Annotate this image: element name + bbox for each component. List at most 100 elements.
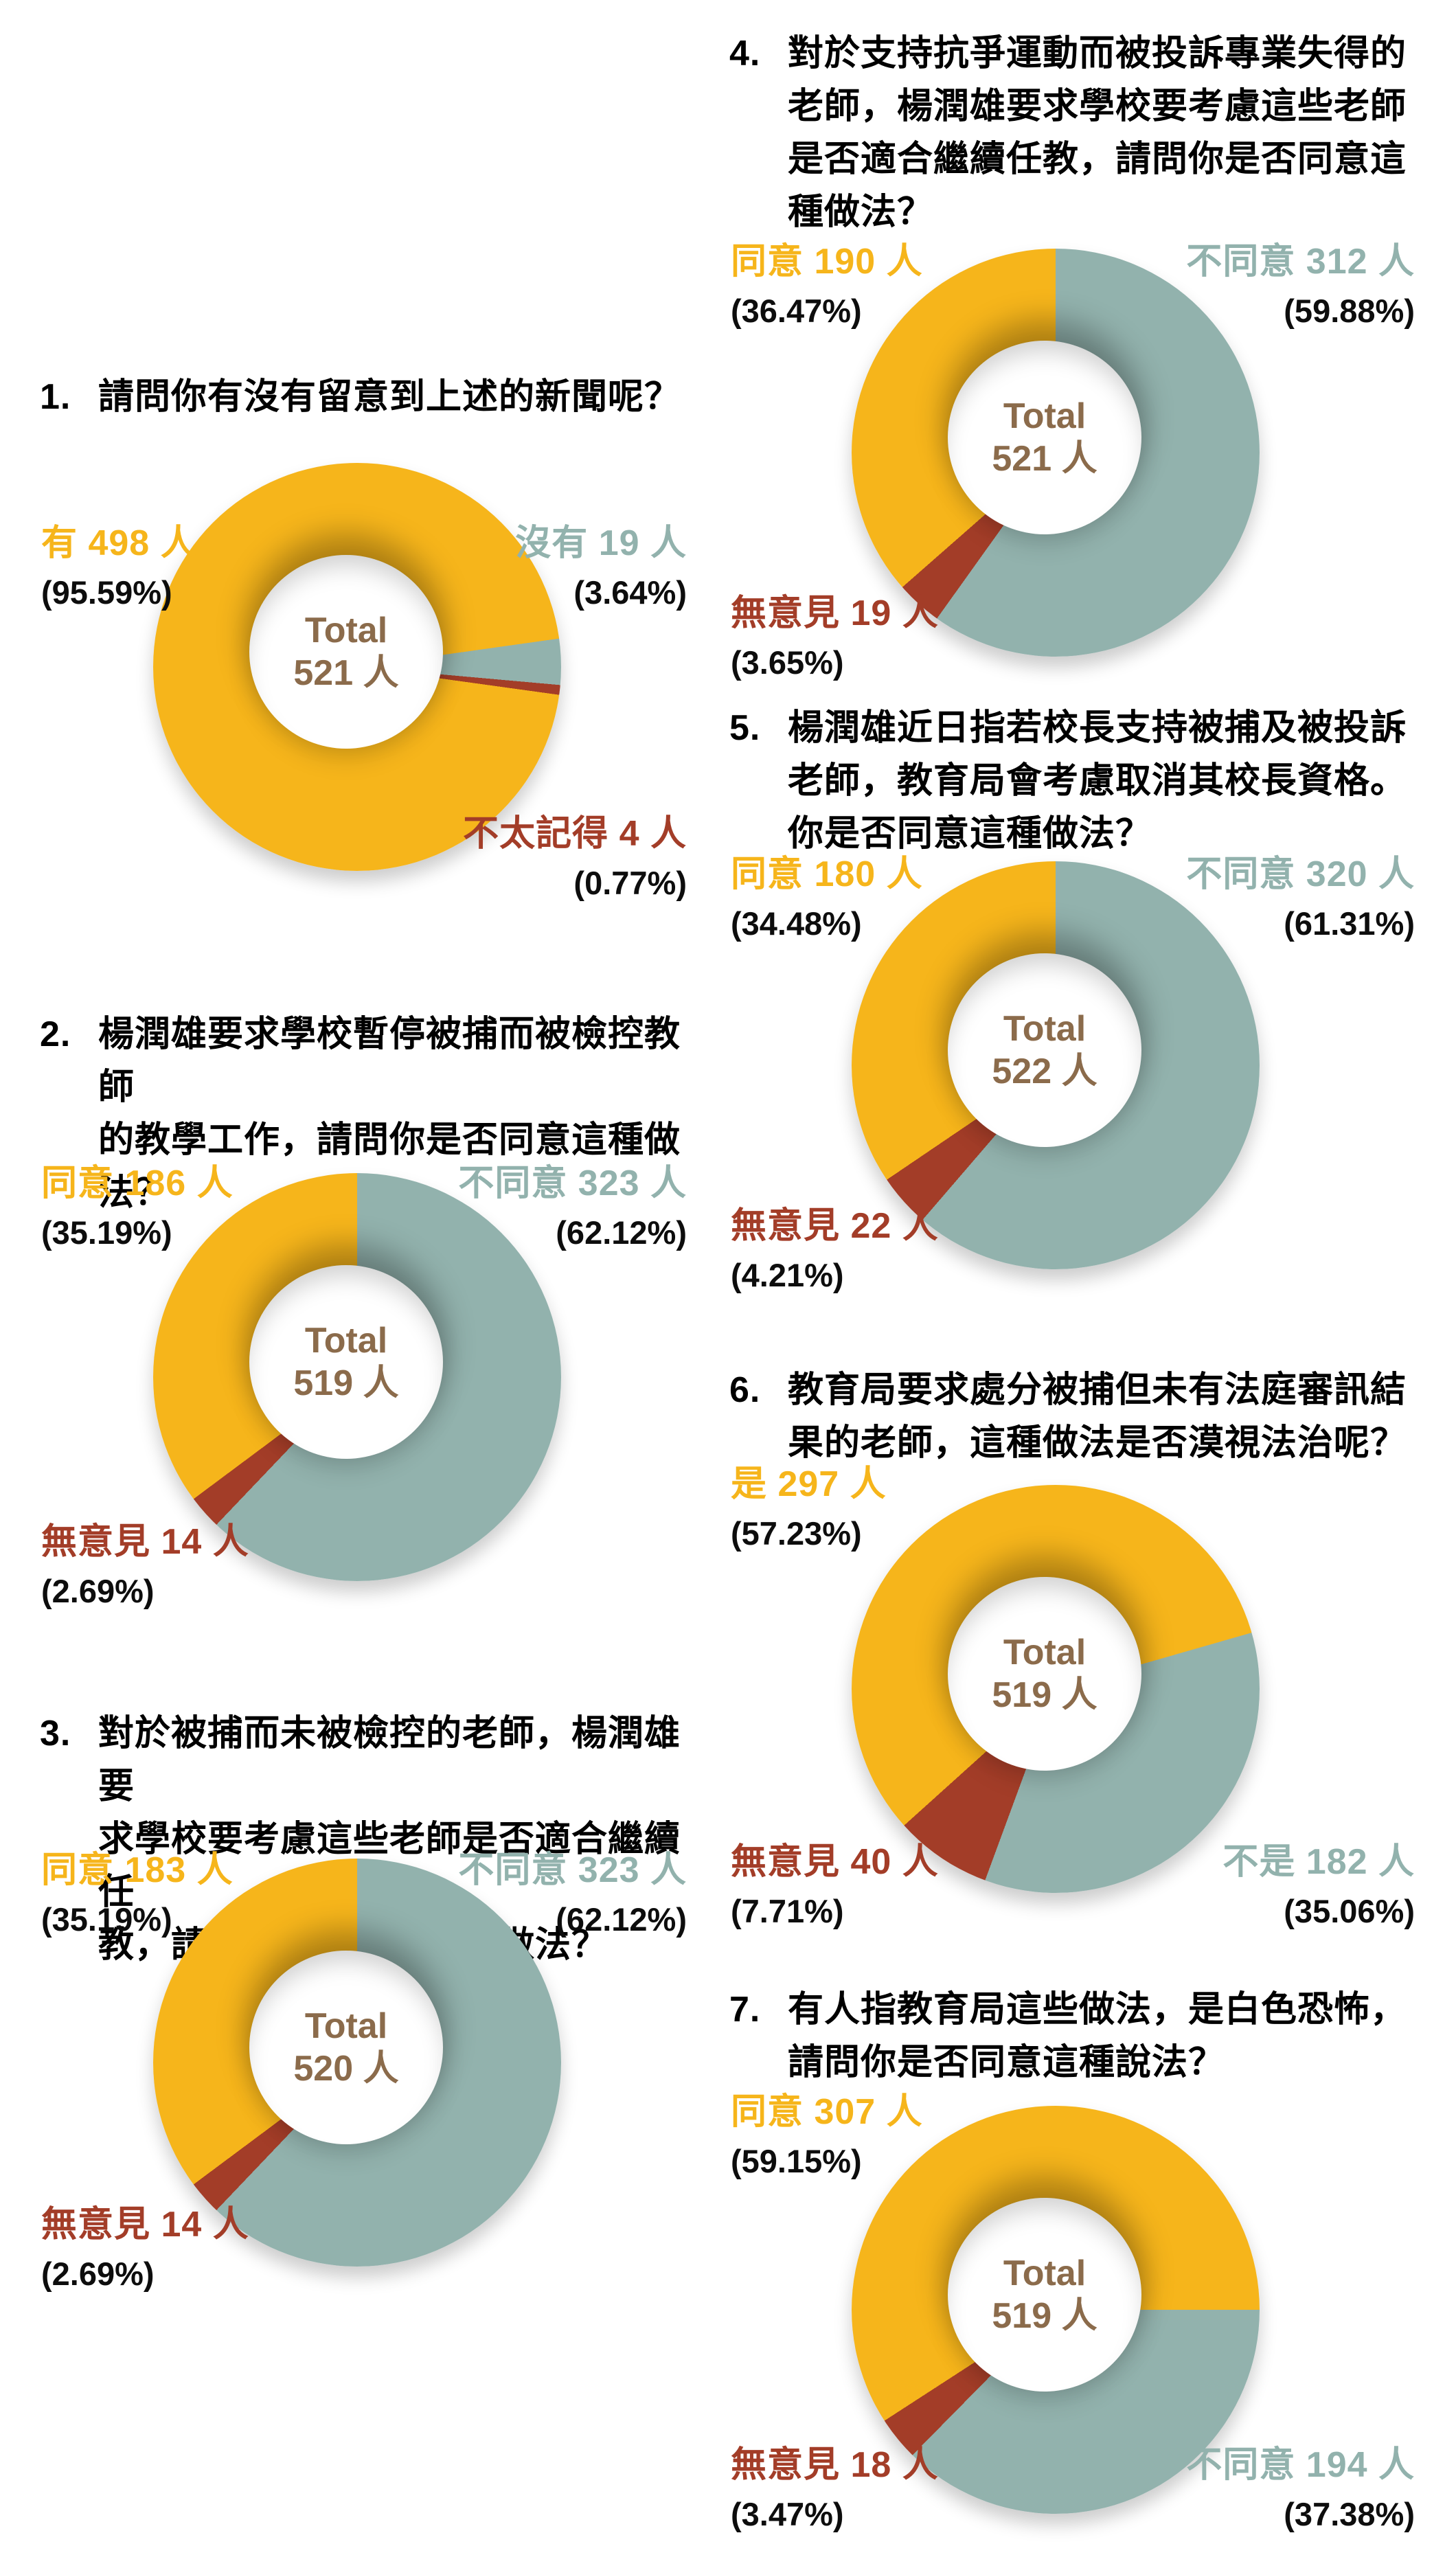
callout-percent: (3.65%) xyxy=(731,644,844,681)
callout-teal-chart-7: 不同意 194 人 (37.38%) xyxy=(1186,2445,1415,2534)
callout-yellow-chart-1: 有 498 人 (95.59%) xyxy=(41,523,197,613)
callout-red-chart-4: 無意見 19 人 (3.65%) xyxy=(731,593,939,683)
callout-percent: (3.64%) xyxy=(573,574,687,611)
question-1-text: 請問你有沒有留意到上述的新聞呢？ xyxy=(98,371,694,424)
callout-name: 同意 183 人 xyxy=(41,1850,234,1890)
callout-name: 不同意 194 人 xyxy=(1186,2445,1415,2485)
question-line: 你是否同意這種做法？ xyxy=(788,814,1152,854)
callout-percent: (62.12%) xyxy=(556,1214,687,1251)
question-4: 4. 對於支持抗爭運動而被投訴專業失得的 老師，楊潤雄要求學校要考慮這些老師 是否適合… xyxy=(729,27,1418,239)
callout-name: 無意見 14 人 xyxy=(41,2205,249,2245)
donut-hole-7: Total 519 人 xyxy=(948,2198,1141,2392)
callout-red-chart-5: 無意見 22 人 (4.21%) xyxy=(731,1206,939,1295)
question-2-text: 楊潤雄要求學校暫停被捕而被檢控教師的教學工作，請問你是否同意這種做 法？ xyxy=(98,1008,694,1220)
donut-chart-6: Total 519 人 xyxy=(852,1485,1260,1893)
question-line: 求學校要考慮這些老師是否適合繼續任 xyxy=(98,1819,681,1912)
callout-yellow-chart-2: 同意 186 人 (35.19%) xyxy=(41,1163,234,1253)
question-line: 的教學工作，請問你是否同意這種做 xyxy=(98,1120,681,1160)
callout-red-chart-3: 無意見 14 人 (2.69%) xyxy=(41,2205,249,2294)
question-1-number: 1. xyxy=(40,377,71,417)
callout-name: 無意見 18 人 xyxy=(731,2445,939,2485)
total-label: Total xyxy=(1003,2253,1087,2293)
donut-hole-1: Total 521 人 xyxy=(249,555,443,749)
callout-name: 不是 182 人 xyxy=(1222,1842,1415,1882)
question-4-number: 4. xyxy=(729,34,761,73)
question-line: 老師，楊潤雄要求學校要考慮這些老師 xyxy=(788,87,1407,126)
question-6-number: 6. xyxy=(729,1370,761,1410)
question-line: 種做法？ xyxy=(788,192,934,232)
callout-percent: (62.12%) xyxy=(556,1901,687,1938)
callout-percent: (36.47%) xyxy=(731,293,862,329)
total-value: 519 人 xyxy=(992,1675,1097,1715)
callout-percent: (34.48%) xyxy=(731,905,862,942)
callout-name: 不同意 323 人 xyxy=(458,1163,687,1203)
callout-percent: (57.23%) xyxy=(731,1515,862,1552)
question-7: 7. 有人指教育局這些做法，是白色恐怖， 請問你是否同意這種說法？ xyxy=(729,1984,1418,2089)
donut-hole-5: Total 522 人 xyxy=(948,953,1141,1147)
callout-name: 不同意 323 人 xyxy=(458,1850,687,1890)
question-5-number: 5. xyxy=(729,708,761,748)
question-line: 老師，教育局會考慮取消其校長資格。 xyxy=(788,761,1407,801)
callout-yellow-chart-5: 同意 180 人 (34.48%) xyxy=(731,854,923,944)
question-line: 有人指教育局這些做法，是白色恐怖， xyxy=(788,1990,1407,2030)
callout-percent: (37.38%) xyxy=(1284,2496,1415,2532)
callout-red-chart-6: 無意見 40 人 (7.71%) xyxy=(731,1842,939,1931)
callout-teal-chart-5: 不同意 320 人 (61.31%) xyxy=(1186,854,1415,944)
callout-yellow-chart-7: 同意 307 人 (59.15%) xyxy=(731,2092,923,2181)
total-label: Total xyxy=(304,611,388,650)
question-line: 果的老師，這種做法是否漠視法治呢？ xyxy=(788,1423,1407,1463)
callout-name: 不同意 320 人 xyxy=(1186,854,1415,894)
total-label: Total xyxy=(1003,1633,1087,1672)
callout-yellow-chart-3: 同意 183 人 (35.19%) xyxy=(41,1850,234,1940)
callout-yellow-chart-4: 同意 190 人 (36.47%) xyxy=(731,242,923,331)
callout-name: 同意 180 人 xyxy=(731,854,923,894)
callout-name: 不太記得 4 人 xyxy=(463,814,687,854)
question-line: 請問你是否同意這種說法？ xyxy=(788,2043,1225,2082)
question-line: 楊潤雄要求學校暫停被捕而被檢控教師 xyxy=(98,1014,681,1107)
callout-red-chart-7: 無意見 18 人 (3.47%) xyxy=(731,2445,939,2534)
question-line: 對於支持抗爭運動而被投訴專業失得的 xyxy=(788,34,1407,73)
callout-percent: (4.21%) xyxy=(731,1257,844,1293)
question-line: 教育局要求處分被捕但未有法庭審訊結 xyxy=(788,1370,1407,1410)
callout-teal-chart-3: 不同意 323 人 (62.12%) xyxy=(458,1850,687,1940)
callout-name: 有 498 人 xyxy=(41,523,197,563)
question-4-text: 對於支持抗爭運動而被投訴專業失得的 老師，楊潤雄要求學校要考慮這些老師 是否適合繼續… xyxy=(788,27,1418,239)
total-label: Total xyxy=(1003,396,1087,436)
callout-name: 同意 186 人 xyxy=(41,1163,234,1203)
column-right: 4. 對於支持抗爭運動而被投訴專業失得的 老師，楊潤雄要求學校要考慮這些老師 是否適合… xyxy=(729,0,1418,2555)
callout-name: 不同意 312 人 xyxy=(1186,242,1415,282)
total-value: 521 人 xyxy=(293,653,399,693)
callout-name: 沒有 19 人 xyxy=(515,523,687,563)
callout-percent: (2.69%) xyxy=(41,2256,155,2292)
total-label: Total xyxy=(304,2006,388,2046)
callout-yellow-chart-6: 是 297 人 (57.23%) xyxy=(731,1464,887,1554)
donut-hole-3: Total 520 人 xyxy=(249,1951,443,2144)
callout-name: 無意見 40 人 xyxy=(731,1842,939,1882)
callout-percent: (35.19%) xyxy=(41,1901,172,1938)
total-value: 520 人 xyxy=(293,2049,399,2089)
total-value: 519 人 xyxy=(992,2296,1097,2336)
donut-chart-2: Total 519 人 xyxy=(153,1173,561,1581)
question-7-text: 有人指教育局這些做法，是白色恐怖， 請問你是否同意這種說法？ xyxy=(788,1984,1418,2089)
callout-percent: (0.77%) xyxy=(573,865,687,901)
callout-teal-chart-1: 沒有 19 人 (3.64%) xyxy=(515,523,687,613)
callout-teal-chart-2: 不同意 323 人 (62.12%) xyxy=(458,1163,687,1253)
question-5-text: 楊潤雄近日指若校長支持被捕及被投訴 老師，教育局會考慮取消其校長資格。 你是否同意這… xyxy=(788,702,1418,861)
callout-teal-chart-4: 不同意 312 人 (59.88%) xyxy=(1186,242,1415,331)
callout-percent: (61.31%) xyxy=(1284,905,1415,942)
question-7-number: 7. xyxy=(729,1990,761,2030)
callout-percent: (35.19%) xyxy=(41,1214,172,1251)
total-value: 519 人 xyxy=(293,1363,399,1403)
callout-name: 同意 190 人 xyxy=(731,242,923,282)
callout-name: 無意見 22 人 xyxy=(731,1206,939,1246)
donut-chart-1: Total 521 人 xyxy=(153,463,561,871)
question-line: 法？ xyxy=(98,1173,172,1213)
callout-red-chart-1: 不太記得 4 人 (0.77%) xyxy=(463,814,687,903)
callout-name: 同意 307 人 xyxy=(731,2092,923,2132)
column-left: 1. 請問你有沒有留意到上述的新聞呢？ Total 521 人有 498 人 (95.5… xyxy=(40,0,694,2555)
total-label: Total xyxy=(1003,1009,1087,1049)
callout-red-chart-2: 無意見 14 人 (2.69%) xyxy=(41,1522,249,1611)
callout-percent: (59.15%) xyxy=(731,2143,862,2179)
question-1: 1. 請問你有沒有留意到上述的新聞呢？ xyxy=(40,371,694,424)
